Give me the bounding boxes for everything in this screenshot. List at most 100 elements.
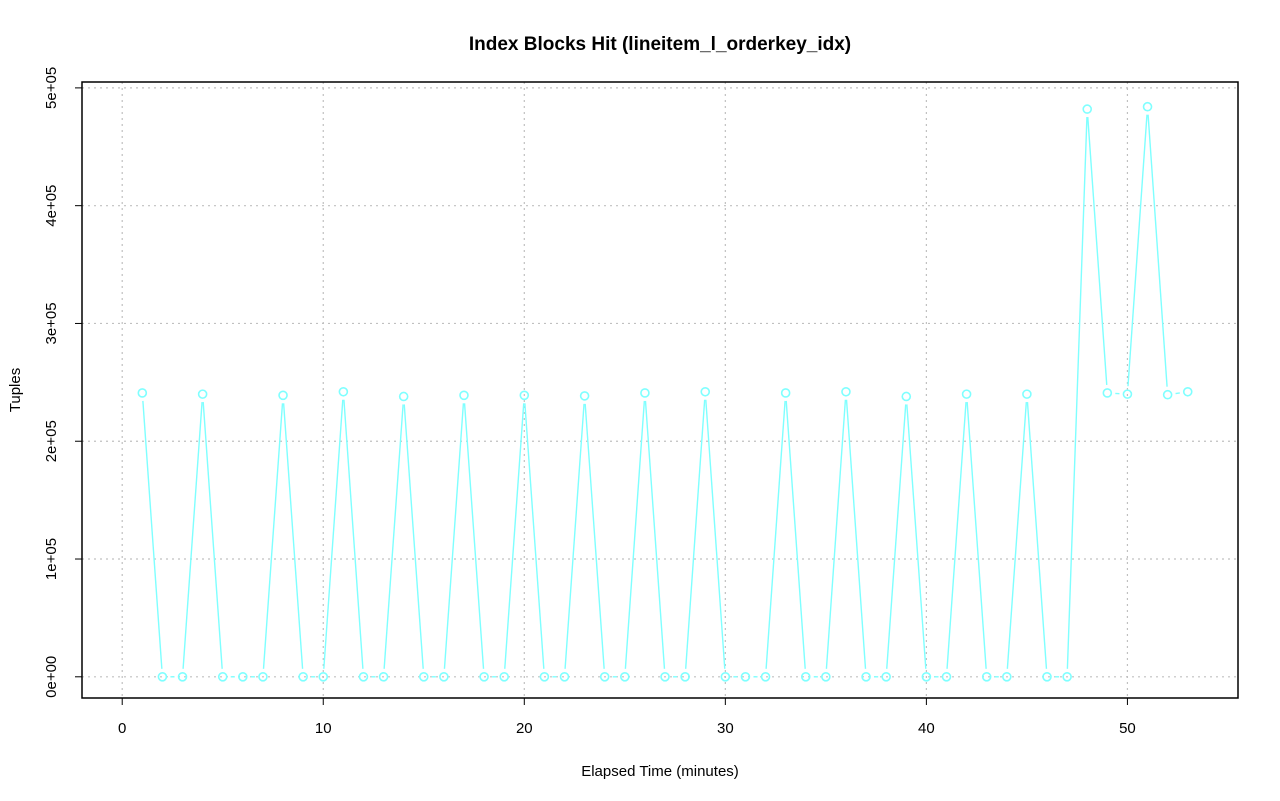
data-point — [941, 671, 952, 682]
data-point — [1082, 104, 1093, 114]
series-segment — [684, 399, 706, 669]
data-point — [700, 386, 711, 397]
series-segment — [886, 404, 907, 669]
data-point — [660, 671, 670, 682]
data-point — [800, 671, 811, 682]
series-segment — [1026, 402, 1048, 669]
data-point — [599, 671, 610, 682]
data-point — [1182, 386, 1193, 397]
y-tick-label: 0e+00 — [43, 656, 60, 698]
series-segment — [1087, 117, 1108, 386]
data-point — [579, 391, 590, 401]
series-segment — [705, 399, 726, 669]
series-segment — [383, 404, 404, 669]
series-segment — [1066, 117, 1088, 669]
data-point — [177, 671, 188, 682]
series-segment — [644, 400, 666, 669]
series-segment — [1006, 402, 1028, 669]
x-tick-label: 10 — [315, 720, 332, 737]
data-point — [278, 390, 288, 401]
x-tick-label: 30 — [717, 720, 734, 737]
data-point — [298, 671, 308, 682]
data-point — [760, 671, 771, 682]
data-point — [459, 390, 469, 401]
x-tick-label: 20 — [516, 720, 533, 737]
series-segment — [966, 402, 987, 669]
data-point — [680, 671, 690, 682]
series-segment — [1147, 114, 1168, 387]
data-point — [720, 671, 731, 682]
series-segment — [142, 400, 163, 669]
series-segment — [463, 403, 485, 669]
x-tick-label: 0 — [118, 720, 126, 737]
data-point — [157, 671, 168, 682]
series-segment — [946, 402, 967, 669]
series-segment — [323, 399, 344, 669]
y-tick-label: 3e+05 — [43, 302, 60, 344]
data-point — [740, 671, 751, 682]
series-segment — [182, 402, 203, 669]
series-segment — [584, 403, 605, 669]
data-point — [238, 671, 248, 682]
data-point — [519, 390, 530, 401]
series-segment — [906, 404, 927, 669]
data-point — [559, 671, 570, 682]
series-segment — [403, 404, 424, 669]
data-point — [418, 671, 429, 682]
series-segment — [624, 400, 646, 669]
series-segment — [1175, 392, 1180, 395]
grid — [82, 82, 1238, 698]
data-point — [921, 671, 932, 682]
data-point — [539, 671, 550, 682]
y-tick-label: 1e+05 — [43, 538, 60, 580]
data-point — [499, 671, 509, 682]
series-line — [142, 114, 1180, 678]
series-segment — [765, 400, 786, 669]
data-point — [1162, 389, 1173, 400]
series-segment — [825, 399, 847, 669]
y-tick-label: 5e+05 — [43, 67, 60, 109]
data-point — [620, 671, 630, 682]
data-point — [780, 388, 791, 398]
data-point — [439, 671, 449, 682]
x-axis: 0 10 20 30 40 50 — [118, 697, 1136, 737]
data-point — [479, 671, 489, 682]
data-point — [861, 671, 871, 682]
data-point — [1122, 389, 1133, 399]
series-segment — [524, 403, 545, 669]
series-segment — [564, 403, 585, 669]
data-point — [1062, 671, 1072, 682]
data-point — [640, 388, 650, 398]
series-segment — [343, 399, 364, 669]
y-axis: 0e+00 1e+05 2e+05 3e+05 4e+05 5e+05 — [43, 67, 82, 698]
series-segment — [202, 402, 223, 669]
series-segment — [1127, 114, 1148, 387]
data-point — [1001, 671, 1012, 682]
y-tick-label: 2e+05 — [43, 420, 60, 462]
data-point — [398, 391, 409, 402]
data-point — [197, 389, 208, 399]
y-axis-label: Tuples — [7, 368, 24, 412]
series-segment — [845, 399, 867, 669]
x-tick-label: 40 — [918, 720, 935, 737]
x-tick-label: 50 — [1119, 720, 1136, 737]
data-point — [981, 671, 992, 682]
data-point — [258, 671, 268, 682]
data-point — [1022, 389, 1032, 399]
series-segment — [262, 403, 284, 669]
data-point — [217, 671, 228, 682]
x-axis-label: Elapsed Time (minutes) — [581, 763, 739, 780]
data-point — [338, 386, 349, 397]
data-point — [881, 671, 891, 682]
series-segment — [504, 403, 525, 669]
series-segment — [282, 403, 304, 669]
data-point — [821, 671, 831, 682]
data-point — [961, 389, 972, 399]
data-point — [378, 671, 389, 682]
data-point — [358, 671, 369, 682]
series-segment — [785, 400, 806, 669]
data-point — [318, 671, 329, 682]
series-segment — [443, 403, 465, 669]
data-point — [901, 391, 912, 402]
